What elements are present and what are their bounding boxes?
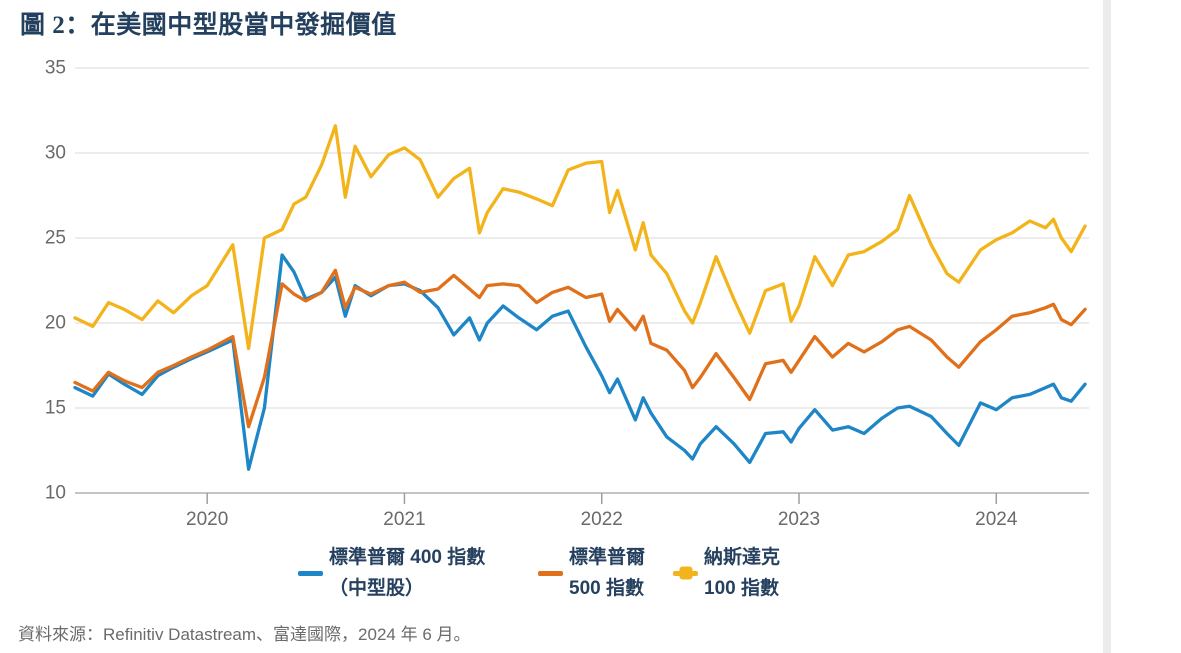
legend-label-sp400-line1: 標準普爾 400 指數 <box>329 547 486 568</box>
x-tick-label-2024: 2024 <box>975 509 1018 530</box>
x-tick-label-2021: 2021 <box>383 509 425 530</box>
legend-label-nasdaq-line1: 納斯達克 <box>704 547 781 568</box>
nasdaq-line-swatch <box>673 566 698 580</box>
legend-label-nasdaq-line2: 100 指數 <box>704 578 779 599</box>
series-line-nasdaq100 <box>73 124 1087 351</box>
legend-item-sp500: 標準普爾 500 指數 <box>538 542 645 604</box>
sp400-line-swatch <box>298 570 323 576</box>
series-line-sp500 <box>73 268 1087 429</box>
x-tick-label-2023: 2023 <box>778 509 820 530</box>
y-tick-label-20: 20 <box>45 313 66 334</box>
nasdaq-square-marker-icon <box>679 566 692 580</box>
y-tick-label-30: 30 <box>45 143 66 164</box>
sp500-line-swatch <box>538 570 563 576</box>
y-tick-label-35: 35 <box>45 58 66 79</box>
legend-item-sp400-midcap: 標準普爾 400 指數 （中型股） <box>298 542 485 604</box>
legend-label-sp500-line2: 500 指數 <box>569 578 644 599</box>
page-edge-divider <box>1103 0 1111 653</box>
legend-item-nasdaq100: 納斯達克 100 指數 <box>673 542 780 604</box>
series-line-sp400-midcap <box>73 253 1087 471</box>
legend-label-sp500-line1: 標準普爾 <box>569 547 646 568</box>
chart-title: 圖 2：在美國中型股當中發掘價值 <box>20 12 397 39</box>
legend-label-sp400-line2: （中型股） <box>329 578 425 599</box>
x-tick-label-2022: 2022 <box>581 509 623 530</box>
y-tick-label-15: 15 <box>45 398 66 419</box>
y-tick-label-10: 10 <box>45 483 66 504</box>
source-note: 資料來源：Refinitiv Datastream、富達國際，2024 年 6 … <box>18 625 471 644</box>
x-tick-label-2020: 2020 <box>186 509 228 530</box>
y-tick-label-25: 25 <box>45 228 66 249</box>
